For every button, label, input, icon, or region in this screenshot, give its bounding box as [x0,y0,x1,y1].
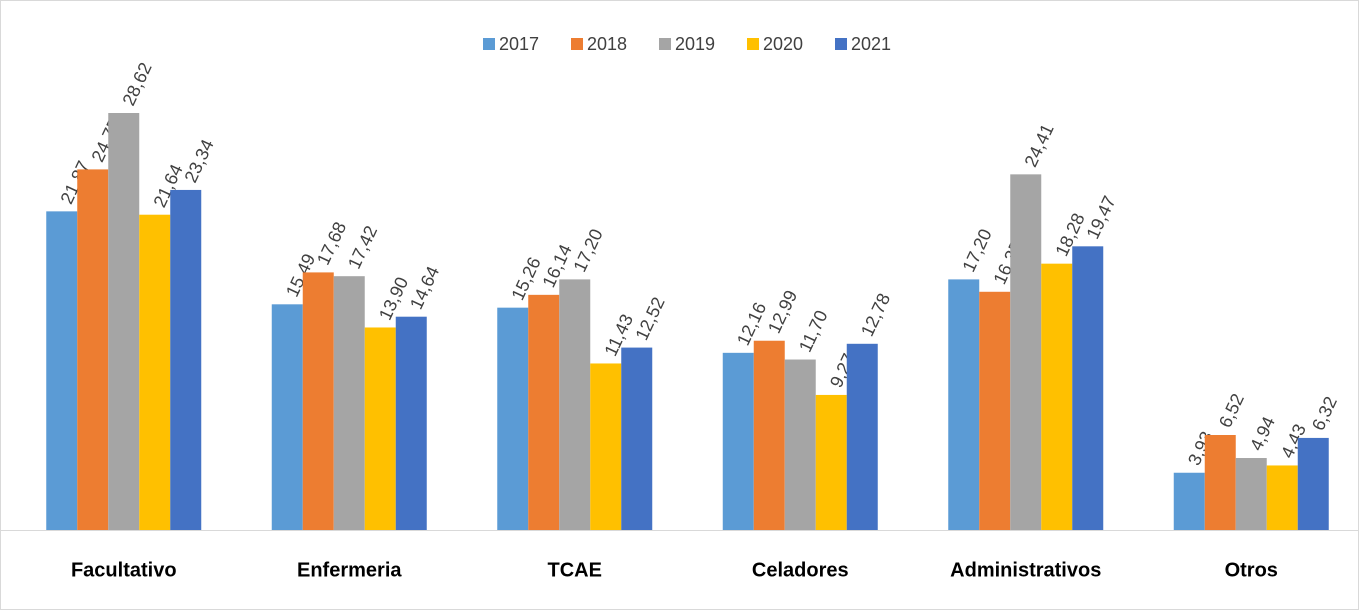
legend-label: 2019 [675,34,715,54]
x-tick-label: TCAE [548,559,602,581]
bar [271,304,303,530]
bar [1173,472,1205,530]
legend-swatch [483,38,495,50]
bar [77,169,109,530]
bar [559,279,591,530]
bar [1297,437,1329,530]
bar [621,347,653,530]
bar [1235,458,1267,530]
legend-swatch [571,38,583,50]
x-tick-label: Facultativo [71,559,177,581]
legend-label: 2021 [851,34,891,54]
bar [395,316,427,530]
bar [784,359,816,530]
bar [333,276,365,530]
legend-label: 2018 [587,34,627,54]
bar [722,352,754,530]
bar [302,272,334,530]
bar [846,343,878,530]
bar [815,394,847,530]
legend-label: 2017 [499,34,539,54]
x-tick-label: Celadores [752,559,849,581]
bar [753,340,785,530]
bar [1041,263,1073,530]
bar [46,211,78,530]
legend-label: 2020 [763,34,803,54]
bar [528,294,560,530]
legend-swatch [659,38,671,50]
bar [1266,465,1298,530]
legend-swatch [747,38,759,50]
x-tick-label: Otros [1225,559,1278,581]
bar [170,189,202,530]
bar [590,363,622,530]
bar [1010,174,1042,530]
bar [364,327,396,530]
x-tick-label: Enfermeria [297,559,402,581]
bar [139,214,171,530]
bar [108,113,140,531]
bar [1204,435,1236,530]
legend-swatch [835,38,847,50]
bar [497,307,529,530]
x-tick-label: Administrativos [950,559,1101,581]
bar [979,291,1011,530]
bar [1072,246,1104,531]
bar [948,279,980,530]
